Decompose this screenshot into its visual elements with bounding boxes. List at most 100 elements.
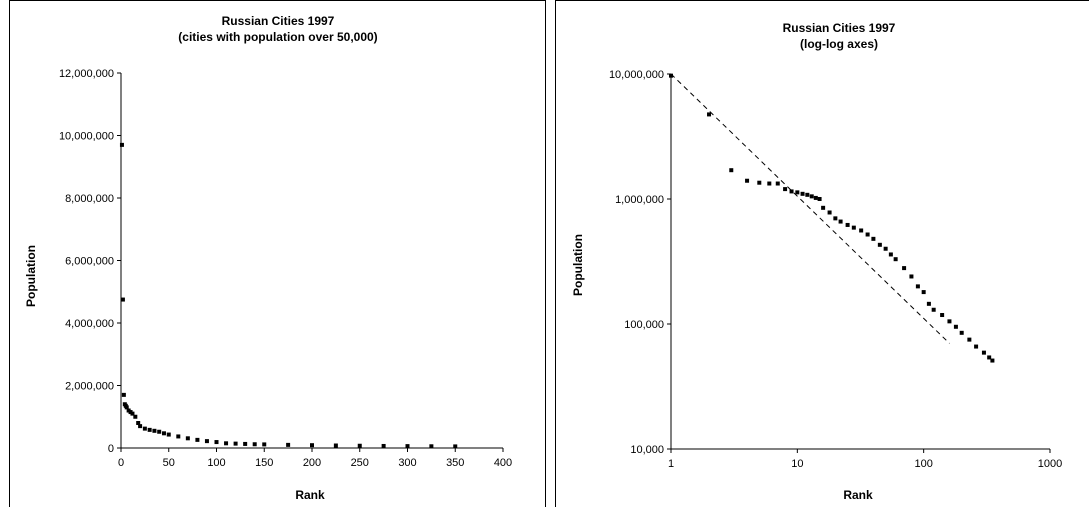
data-point [789, 189, 794, 194]
data-point [959, 330, 964, 335]
data-point [243, 441, 248, 446]
chart-title: Russian Cities 1997 [222, 14, 335, 28]
data-point [286, 442, 291, 447]
data-point [195, 437, 200, 442]
data-point [157, 429, 162, 434]
data-point [974, 344, 979, 349]
data-point [859, 228, 864, 233]
data-point [429, 444, 434, 449]
y-tick-label: 0 [108, 443, 114, 455]
y-tick-label: 6,000,000 [65, 256, 114, 268]
data-point [757, 180, 762, 185]
y-tick-label: 4,000,000 [65, 318, 114, 330]
data-point [333, 443, 338, 448]
x-tick-label: 0 [118, 457, 124, 469]
loglog-scatter-chart: Russian Cities 1997 (log-log axes) Rank … [571, 21, 1062, 502]
data-point [152, 428, 157, 433]
data-point [821, 205, 826, 210]
data-point [931, 307, 936, 312]
data-point [865, 232, 870, 237]
data-point [775, 181, 780, 186]
data-point [990, 358, 995, 363]
data-point [845, 222, 850, 227]
data-point [357, 443, 362, 448]
x-tick-label: 100 [207, 457, 225, 469]
x-tick-label: 200 [303, 457, 321, 469]
y-tick-label: 10,000,000 [609, 69, 664, 81]
data-point [166, 432, 171, 437]
y-axis-label: Population [571, 234, 585, 296]
x-tick-label: 300 [398, 457, 416, 469]
y-tick-label: 100,000 [624, 319, 664, 331]
x-tick-label: 1000 [1038, 458, 1062, 470]
data-point [381, 443, 386, 448]
data-point [121, 392, 126, 397]
data-point [669, 73, 673, 78]
data-point [204, 439, 209, 444]
data-point [783, 187, 788, 192]
data-point [967, 337, 972, 342]
data-point [124, 405, 129, 410]
y-tick-label: 10,000,000 [59, 131, 114, 143]
data-point [120, 297, 125, 302]
tick-labels: 0 50 100 150 200 250 300 350 400 0 2,000,000 4,000,… [59, 68, 512, 469]
data-point [142, 426, 147, 431]
y-tick-label: 10,000 [630, 444, 664, 456]
data-point [214, 440, 219, 445]
x-tick-label: 1 [668, 458, 674, 470]
axes [117, 72, 504, 452]
data-point [252, 442, 257, 447]
data-point [453, 444, 458, 449]
data-point [161, 431, 166, 436]
data-point [224, 441, 229, 446]
y-axis-label: Population [24, 245, 38, 307]
data-point [405, 444, 410, 449]
trend-line [670, 73, 950, 344]
x-tick-label: 400 [494, 457, 512, 469]
x-tick-label: 250 [351, 457, 369, 469]
data-point [940, 313, 945, 318]
data-point [926, 301, 931, 306]
dashed-trend-line [670, 73, 950, 344]
data-point [176, 434, 181, 439]
y-tick-label: 1,000,000 [615, 194, 664, 206]
data-point [805, 192, 810, 197]
data-point [902, 266, 907, 271]
y-tick-label: 2,000,000 [65, 381, 114, 393]
axes [667, 73, 1051, 453]
x-tick-label: 10 [791, 458, 803, 470]
data-point [133, 414, 138, 419]
data-point [871, 236, 876, 241]
data-point [883, 246, 888, 251]
data-point [947, 319, 952, 324]
data-point [130, 411, 135, 416]
y-tick-label: 8,000,000 [65, 193, 114, 205]
chart-title: Russian Cities 1997 [783, 21, 896, 35]
data-point [795, 190, 800, 195]
data-point [833, 216, 838, 221]
linear-scatter-chart: Russian Cities 1997 (cities with populat… [24, 14, 512, 502]
data-point [233, 441, 238, 446]
data-point [921, 290, 926, 295]
x-tick-label: 100 [914, 458, 932, 470]
x-axis-label: Rank [843, 488, 873, 502]
x-tick-label: 50 [163, 457, 175, 469]
data-point [877, 242, 882, 247]
x-tick-label: 150 [255, 457, 273, 469]
data-point [147, 427, 152, 432]
data-point [813, 195, 818, 200]
data-point [987, 355, 992, 360]
data-point [138, 424, 143, 429]
data-point [767, 181, 772, 186]
data-point [838, 219, 843, 224]
data-point [310, 443, 314, 448]
chart-subtitle: (log-log axes) [800, 37, 878, 51]
chart-panel-loglog: Russian Cities 1997 (log-log axes) Rank … [555, 0, 1089, 507]
data-point [185, 436, 190, 441]
data-points [119, 142, 458, 449]
data-point [136, 421, 141, 425]
chart-subtitle: (cities with population over 50,000) [178, 30, 377, 44]
data-point [888, 252, 893, 257]
data-point [817, 197, 822, 201]
data-points [669, 73, 995, 363]
